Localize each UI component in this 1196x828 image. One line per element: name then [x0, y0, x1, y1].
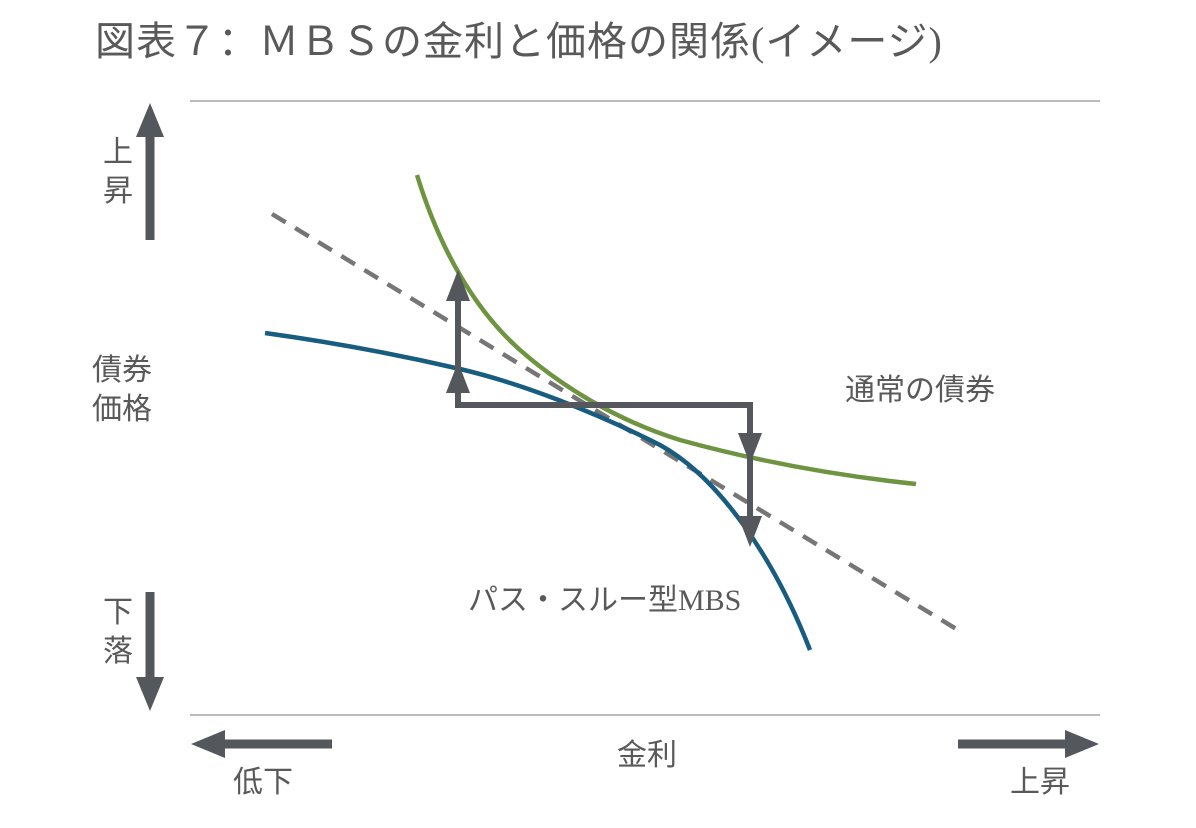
rate-down-label: 低下	[233, 766, 293, 799]
rate-up-label: 上昇	[1010, 766, 1070, 799]
figure-title: 図表７：ＭＢＳの金利と価格の関係(イメージ)	[95, 19, 943, 64]
price-down-label: 下落	[103, 596, 133, 668]
price-down-arrow	[136, 592, 164, 711]
price-up-label: 上昇	[103, 136, 133, 208]
price-up-arrow	[136, 103, 164, 240]
bond-price-rise-arrowhead	[446, 270, 470, 301]
rate-down-arrow	[191, 730, 332, 758]
normal-bond-label: 通常の債券	[845, 374, 995, 407]
rate-down-arrowhead	[191, 730, 225, 758]
x-axis-title: 金利	[617, 739, 677, 772]
rate-up-arrow	[958, 730, 1099, 758]
mbs-price-fall-arrowhead	[738, 516, 762, 547]
rate-up-arrowhead	[1065, 730, 1099, 758]
mbs-price-rise-arrowhead	[446, 362, 470, 393]
bond-price-fall-arrowhead	[738, 433, 762, 464]
price-up-arrowhead	[136, 103, 164, 137]
normal-bond-curve	[414, 174, 917, 487]
price-down-arrowhead	[136, 677, 164, 711]
mbs-label: パス・スルー型MBS	[468, 584, 741, 617]
y-axis-title: 債券価格	[92, 354, 152, 426]
price-change-arrows	[446, 270, 762, 547]
